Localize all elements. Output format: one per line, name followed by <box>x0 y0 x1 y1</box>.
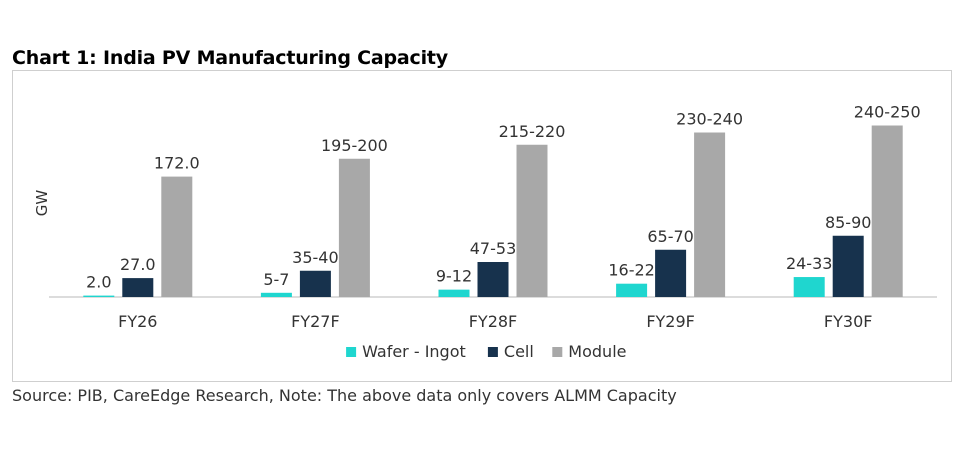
x-tick-label: FY28F <box>469 312 518 331</box>
legend-label-cell: Cell <box>504 342 534 361</box>
bar-wafer-ingot-fy27f <box>260 292 292 297</box>
bar-module-fy28f <box>516 144 548 297</box>
bar-wafer-ingot-fy29f <box>616 283 648 297</box>
data-label: 215-220 <box>499 122 566 141</box>
data-label: 47-53 <box>470 239 517 258</box>
bar-module-fy30f <box>871 125 903 297</box>
bar-wafer-ingot-fy28f <box>438 289 470 297</box>
bar-wafer-ingot-fy26 <box>83 295 115 297</box>
data-label: 230-240 <box>676 110 743 129</box>
chart-title: Chart 1: India PV Manufacturing Capacity <box>12 47 448 69</box>
legend-swatch-cell <box>487 347 498 357</box>
data-label: 16-22 <box>608 261 655 280</box>
data-label: 172.0 <box>154 154 200 173</box>
data-label: 2.0 <box>86 273 111 292</box>
bar-module-fy27f <box>338 158 370 297</box>
x-tick-label: FY27F <box>291 312 340 331</box>
bar-wafer-ingot-fy30f <box>793 277 825 297</box>
data-label: 65-70 <box>647 227 694 246</box>
bar-cell-fy26 <box>122 278 154 297</box>
bar-module-fy26 <box>161 176 193 297</box>
bar-module-fy29f <box>694 132 726 297</box>
source-note: Source: PIB, CareEdge Research, Note: Th… <box>12 386 677 405</box>
plot-area: GW 2.0 27.0 172.0 FY26 5-735-40 195-200 FY27F 9-… <box>33 103 937 361</box>
legend-label-wafer-ingot: Wafer - Ingot <box>362 342 466 361</box>
legend-swatch-wafer-ingot <box>346 347 357 357</box>
x-tick-label: FY26 <box>118 312 157 331</box>
chart-frame: GW 2.0 27.0 172.0 FY26 5-7 35-40 195-200 FY27F 9-… <box>12 70 952 382</box>
bar-cell-fy29f <box>655 249 687 297</box>
x-tick-label: FY30F <box>824 312 873 331</box>
data-label: 9-12 <box>436 267 472 286</box>
data-label: 5-7 <box>263 270 289 289</box>
y-axis-label: GW <box>33 190 51 217</box>
data-label: 27.0 <box>120 255 156 274</box>
bar-cell-fy28f <box>477 262 509 297</box>
data-label: 195-200 <box>321 136 388 155</box>
data-label: 35-40 <box>292 248 339 267</box>
data-label: 240-250 <box>854 103 921 122</box>
x-tick-label: FY29F <box>646 312 695 331</box>
bar-cell-fy27f <box>299 270 331 297</box>
bar-chart: GW 2.0 27.0 172.0 FY26 5-735-40 195-200 FY27F 9-… <box>33 103 937 361</box>
bar-cell-fy30f <box>832 235 864 297</box>
legend-swatch-module <box>552 347 563 357</box>
data-label: 24-33 <box>786 254 833 273</box>
legend-label-module: Module <box>568 342 626 361</box>
data-label: 85-90 <box>825 213 872 232</box>
